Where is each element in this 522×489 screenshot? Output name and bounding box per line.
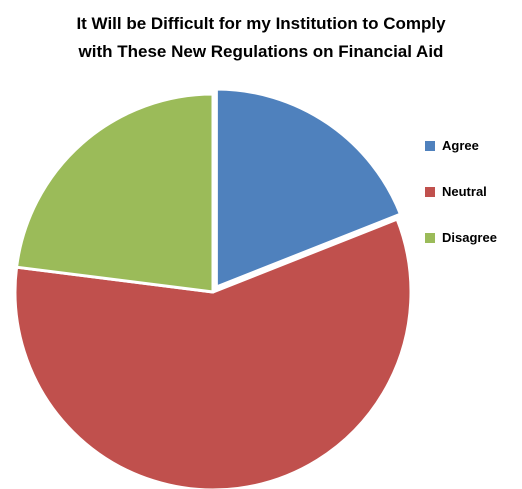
legend-swatch-neutral bbox=[425, 187, 435, 197]
pie-slice-neutral bbox=[13, 217, 413, 489]
legend-label-disagree: Disagree bbox=[442, 230, 497, 245]
legend-label-neutral: Neutral bbox=[442, 184, 487, 199]
chart-title-line-1: It Will be Difficult for my Institution … bbox=[76, 14, 446, 33]
chart-title-line-2: with These New Regulations on Financial … bbox=[78, 42, 444, 61]
pie-slice-agree bbox=[214, 87, 402, 289]
pie-slice-disagree bbox=[15, 92, 215, 294]
legend-label-agree: Agree bbox=[442, 138, 479, 153]
legend-swatch-agree bbox=[425, 141, 435, 151]
legend-swatch-disagree bbox=[425, 233, 435, 243]
